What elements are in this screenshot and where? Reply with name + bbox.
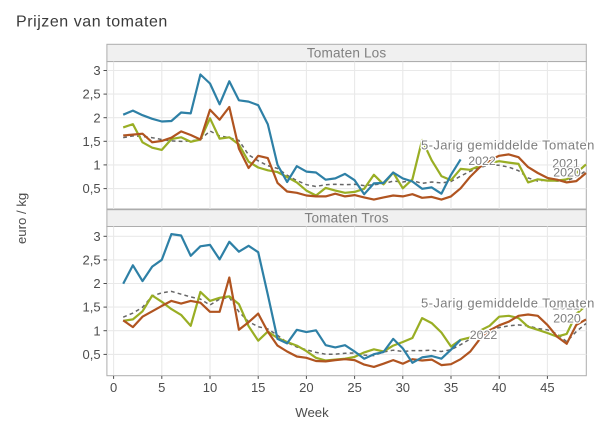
svg-text:Tomaten Tros: Tomaten Tros <box>305 211 389 226</box>
svg-text:1,5: 1,5 <box>83 300 101 315</box>
svg-text:45: 45 <box>540 380 554 395</box>
svg-text:3: 3 <box>93 63 100 78</box>
svg-text:2: 2 <box>93 110 100 125</box>
svg-text:2021: 2021 <box>552 299 580 313</box>
svg-text:5-Jarig gemiddelde Tomaten: 5-Jarig gemiddelde Tomaten <box>421 296 595 311</box>
svg-text:25: 25 <box>347 380 361 395</box>
svg-text:2,5: 2,5 <box>83 87 101 102</box>
svg-text:1,5: 1,5 <box>83 134 101 149</box>
svg-text:Week: Week <box>295 405 329 420</box>
svg-text:15: 15 <box>251 380 265 395</box>
svg-text:2022: 2022 <box>468 154 496 168</box>
svg-text:1: 1 <box>93 323 100 338</box>
svg-text:10: 10 <box>203 380 217 395</box>
svg-text:euro / kg: euro / kg <box>14 193 29 244</box>
svg-text:30: 30 <box>396 380 410 395</box>
svg-text:0: 0 <box>110 380 117 395</box>
svg-text:2020: 2020 <box>553 312 581 326</box>
svg-text:1: 1 <box>93 158 100 173</box>
svg-text:35: 35 <box>444 380 458 395</box>
svg-text:0,5: 0,5 <box>83 181 101 196</box>
svg-text:Prijzen van tomaten: Prijzen van tomaten <box>16 13 168 30</box>
svg-text:2020: 2020 <box>553 165 581 179</box>
svg-text:20: 20 <box>299 380 313 395</box>
svg-text:Tomaten Los: Tomaten Los <box>307 46 387 61</box>
svg-text:5-Jarig gemiddelde Tomaten: 5-Jarig gemiddelde Tomaten <box>421 138 595 153</box>
svg-text:3: 3 <box>93 229 100 244</box>
svg-text:0,5: 0,5 <box>83 347 101 362</box>
svg-text:5: 5 <box>158 380 165 395</box>
svg-text:2022: 2022 <box>470 328 498 342</box>
svg-text:2,5: 2,5 <box>83 253 101 268</box>
svg-text:40: 40 <box>492 380 506 395</box>
svg-text:2021: 2021 <box>552 157 580 171</box>
svg-text:2: 2 <box>93 276 100 291</box>
